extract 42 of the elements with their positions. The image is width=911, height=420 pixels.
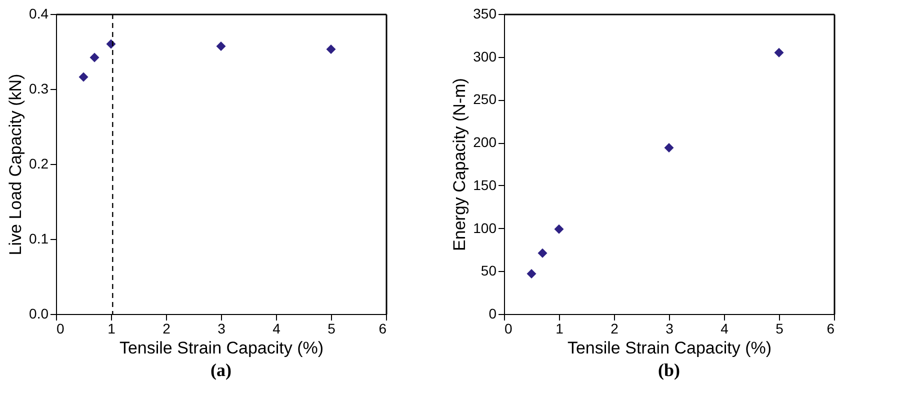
x-tick-label: 0: [504, 320, 512, 336]
x-axis-title: Tensile Strain Capacity (%): [567, 338, 772, 358]
y-tick-label: 100: [473, 220, 497, 236]
point: [774, 48, 784, 58]
y-tick-label: 150: [473, 176, 497, 193]
y-tick-label: 0.0: [29, 306, 49, 322]
point: [664, 142, 674, 152]
point: [526, 268, 536, 278]
x-tick-label: 3: [218, 320, 226, 336]
y-tick-label: 0.4: [29, 6, 49, 22]
y-tick-label: 250: [473, 91, 497, 108]
text: (b): [658, 360, 680, 380]
x-tick-label: 2: [610, 320, 619, 336]
x-tick-label: 1: [108, 320, 116, 336]
x-tick-label: 2: [162, 320, 171, 336]
point: [90, 52, 100, 62]
point: [554, 224, 564, 234]
x-tick-label: 5: [328, 320, 336, 336]
x-tick-label: 3: [666, 320, 674, 336]
x-tick-label: 6: [826, 320, 835, 336]
text: (a): [210, 360, 232, 380]
point: [78, 72, 88, 82]
x-tick-label: 1: [556, 320, 564, 336]
y-tick-label: 50: [480, 262, 497, 279]
y-tick-label: 0.2: [29, 156, 49, 172]
y-axis-title: Energy Capacity (N-m): [450, 78, 470, 251]
x-tick-label: 0: [56, 320, 64, 336]
y-tick-label: 200: [473, 134, 497, 150]
y-tick-label: 0.3: [29, 80, 49, 96]
x-tick-label: 4: [720, 320, 729, 336]
y-axis-title: Live Load Capacity (kN): [6, 74, 26, 256]
x-tick-label: 6: [378, 320, 387, 336]
point: [326, 44, 336, 54]
point: [216, 42, 226, 51]
x-tick-label: 4: [272, 320, 281, 336]
y-tick-label: 350: [473, 6, 497, 22]
x-axis-title: Tensile Strain Capacity (%): [119, 338, 324, 358]
y-tick-label: 0: [488, 306, 497, 322]
point: [538, 248, 548, 258]
y-tick-label: 300: [473, 48, 497, 64]
y-tick-label: 0.1: [29, 230, 49, 246]
x-tick-label: 5: [776, 320, 784, 336]
